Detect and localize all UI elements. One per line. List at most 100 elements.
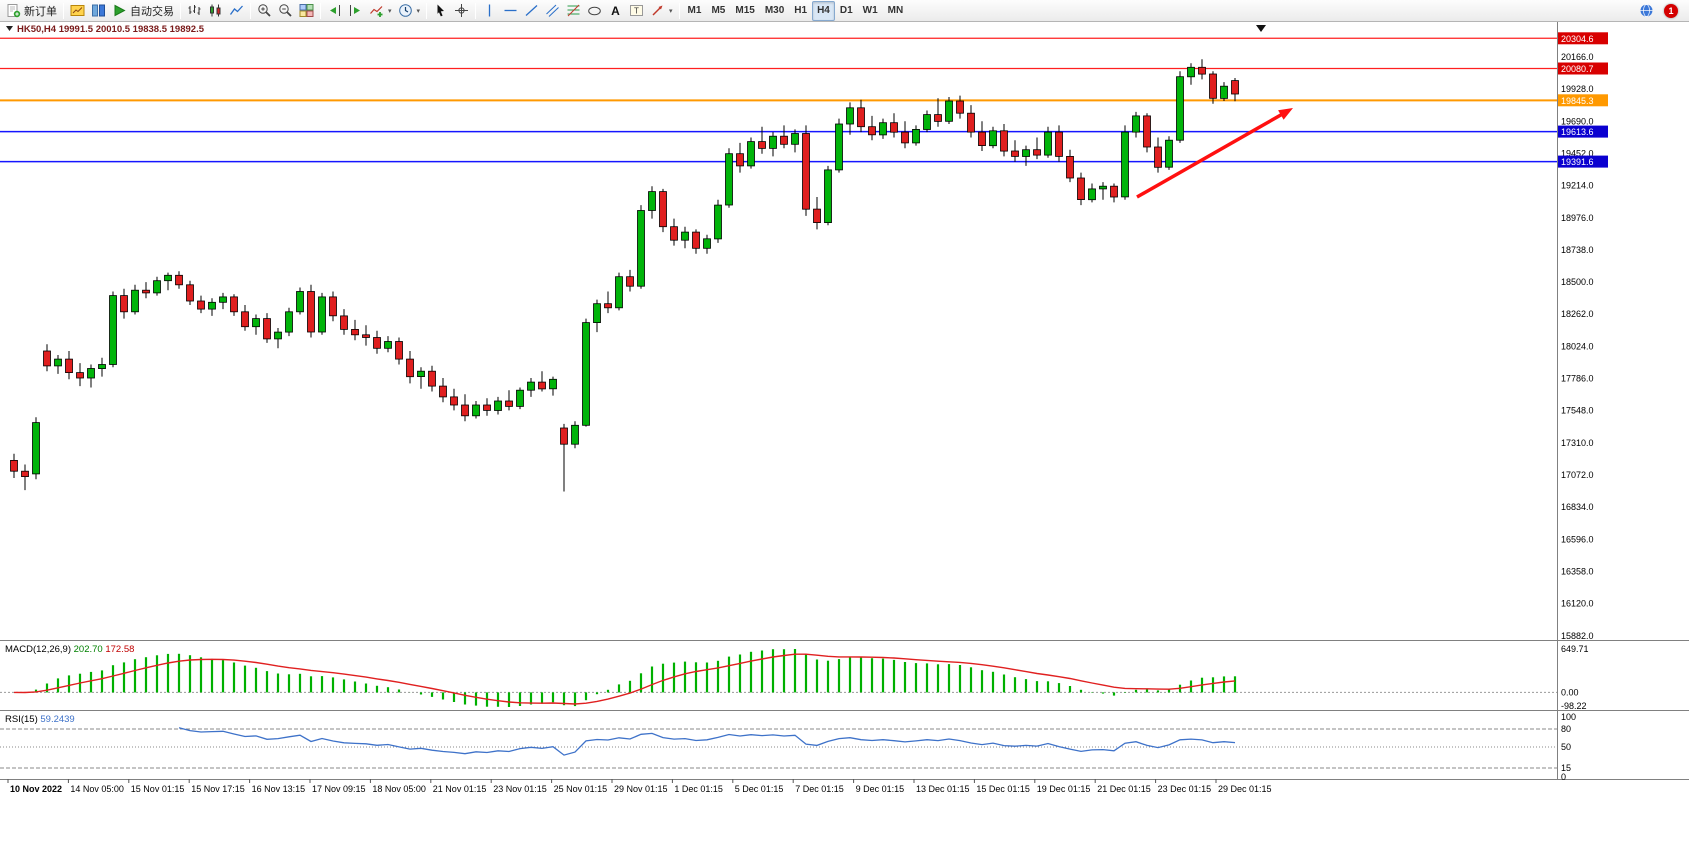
- text-label-button[interactable]: T: [626, 1, 647, 21]
- bars-mode-button[interactable]: [184, 1, 205, 21]
- tf-m1-button[interactable]: M1: [683, 1, 707, 21]
- community-button[interactable]: [1636, 1, 1657, 21]
- price-tick: 18262.0: [1561, 309, 1594, 319]
- candle: [175, 271, 183, 289]
- notifications-button[interactable]: 1: [1661, 1, 1682, 21]
- periods-button[interactable]: ▾: [395, 1, 424, 21]
- svg-text:19845.3: 19845.3: [1561, 96, 1594, 106]
- new-order-button[interactable]: 新订单: [3, 1, 60, 21]
- candle: [868, 115, 876, 141]
- new-order-label: 新订单: [24, 5, 57, 18]
- candle: [1022, 145, 1030, 166]
- time-label: 15 Nov 17:15: [191, 784, 245, 794]
- candle: [406, 351, 414, 384]
- symbol-dropdown-icon[interactable]: [6, 26, 13, 31]
- candle: [230, 294, 238, 316]
- candle: [560, 423, 568, 492]
- candle: [21, 464, 29, 491]
- tf-mn-button[interactable]: MN: [883, 1, 909, 21]
- zoom-in-button[interactable]: [254, 1, 275, 21]
- candle: [582, 318, 590, 427]
- time-label: 23 Nov 01:15: [493, 784, 547, 794]
- cursor-button[interactable]: [430, 1, 451, 21]
- trendline-button[interactable]: [521, 1, 542, 21]
- time-label: 25 Nov 01:15: [554, 784, 608, 794]
- vertical-line-button[interactable]: [479, 1, 500, 21]
- text-icon: A: [608, 3, 623, 18]
- auto-trading-button[interactable]: 自动交易: [109, 1, 177, 21]
- candle: [472, 401, 480, 419]
- price-tick: 18024.0: [1561, 341, 1594, 351]
- price-tag: 20304.6: [1558, 32, 1608, 45]
- toolbar-separator: [678, 2, 680, 19]
- candle: [98, 357, 106, 377]
- chevron-down-icon: ▾: [388, 7, 392, 15]
- candle: [153, 276, 161, 296]
- fibonacci-button[interactable]: [563, 1, 584, 21]
- crosshair-button[interactable]: [451, 1, 472, 21]
- candle: [1011, 140, 1019, 162]
- trendline-icon: [524, 3, 539, 18]
- shapes-button[interactable]: [584, 1, 605, 21]
- tf-m30-button[interactable]: M30: [760, 1, 789, 21]
- market-depth-button[interactable]: [88, 1, 109, 21]
- chart-background[interactable]: [0, 22, 1689, 861]
- chevron-down-icon: ▾: [416, 7, 421, 15]
- equidistant-channel-button[interactable]: [542, 1, 563, 21]
- tf-d1-button[interactable]: D1: [835, 1, 858, 21]
- tf-h1-button[interactable]: H1: [789, 1, 812, 21]
- indicators-button[interactable]: ▾: [366, 1, 395, 21]
- chart-yellow-icon: [70, 3, 85, 18]
- line-icon: [229, 3, 244, 18]
- time-label: 18 Nov 05:00: [372, 784, 426, 794]
- notification-badge: 1: [1664, 3, 1678, 18]
- candle: [549, 376, 557, 396]
- bars-icon: [187, 3, 202, 18]
- price-tick: 15882.0: [1561, 631, 1594, 641]
- chart-shift-button[interactable]: [324, 1, 345, 21]
- price-tick: 16834.0: [1561, 502, 1594, 512]
- time-label: 19 Dec 01:15: [1037, 784, 1091, 794]
- candle: [1187, 63, 1195, 85]
- time-label: 29 Nov 01:15: [614, 784, 668, 794]
- candle: [571, 421, 579, 449]
- price-tick: 18738.0: [1561, 245, 1594, 255]
- candle: [769, 132, 777, 157]
- horizontal-line-button[interactable]: [500, 1, 521, 21]
- chevron-down-icon: ▾: [669, 7, 673, 15]
- candle: [109, 291, 117, 368]
- candle: [1165, 136, 1173, 170]
- tile-windows-button[interactable]: [296, 1, 317, 21]
- price-tick: 19452.0: [1561, 148, 1594, 158]
- candle: [120, 288, 128, 319]
- chart-canvas[interactable]: 20166.0 19928.0 19690.0 19452.0 19214.0 18976…: [0, 22, 1689, 861]
- time-label: 21 Nov 01:15: [433, 784, 487, 794]
- charts-panel-button[interactable]: [67, 1, 88, 21]
- tf-m5-button[interactable]: M5: [706, 1, 730, 21]
- candle: [450, 388, 458, 411]
- candle: [131, 284, 139, 315]
- shift-icon: [327, 3, 342, 18]
- tf-m30-label: M30: [764, 5, 785, 16]
- candle: [483, 398, 491, 416]
- candle: [648, 186, 656, 219]
- trend-arrow[interactable]: [1136, 108, 1293, 199]
- zoom-out-button[interactable]: [275, 1, 296, 21]
- candles-mode-button[interactable]: [205, 1, 226, 21]
- tf-mn-label: MN: [887, 5, 904, 16]
- tf-h4-button[interactable]: H4: [812, 0, 835, 21]
- candle: [802, 125, 810, 216]
- text-button[interactable]: A: [605, 1, 626, 21]
- tf-w1-button[interactable]: W1: [858, 1, 883, 21]
- candle: [1066, 149, 1074, 183]
- chart-end-marker[interactable]: [1256, 25, 1266, 32]
- time-label: 21 Dec 01:15: [1097, 784, 1151, 794]
- candle: [736, 142, 744, 173]
- line-mode-button[interactable]: [226, 1, 247, 21]
- candle: [1033, 137, 1041, 160]
- arrows-button[interactable]: ▾: [647, 1, 676, 21]
- tf-m15-button[interactable]: M15: [730, 1, 759, 21]
- macd-label: MACD(12,26,9) 202.70 172.58: [5, 644, 134, 655]
- candle: [681, 226, 689, 249]
- auto-scroll-button[interactable]: [345, 1, 366, 21]
